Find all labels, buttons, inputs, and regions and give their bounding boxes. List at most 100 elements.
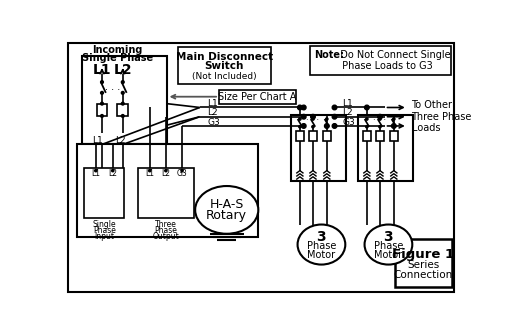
Circle shape: [164, 169, 167, 172]
Circle shape: [100, 81, 103, 83]
Circle shape: [392, 125, 394, 128]
Text: Output: Output: [152, 232, 179, 241]
FancyBboxPatch shape: [117, 104, 128, 116]
Circle shape: [331, 115, 336, 119]
Text: Motor: Motor: [374, 250, 402, 260]
Circle shape: [310, 115, 315, 119]
Circle shape: [100, 91, 103, 94]
Text: Note:: Note:: [313, 50, 343, 60]
Circle shape: [331, 124, 336, 128]
FancyBboxPatch shape: [309, 46, 450, 75]
Circle shape: [324, 124, 328, 128]
Circle shape: [378, 118, 380, 120]
Text: Do Not Connect Single: Do Not Connect Single: [333, 50, 449, 60]
Text: H-A-S: H-A-S: [209, 198, 243, 211]
Text: Phase Loads to G3: Phase Loads to G3: [313, 61, 432, 71]
Text: Three: Three: [155, 220, 177, 229]
FancyBboxPatch shape: [68, 43, 453, 292]
Text: Single Phase: Single Phase: [81, 53, 153, 63]
FancyBboxPatch shape: [218, 90, 295, 104]
Text: Main Disconnect: Main Disconnect: [176, 52, 272, 62]
Text: Incoming: Incoming: [92, 45, 143, 55]
Circle shape: [365, 118, 367, 120]
Circle shape: [311, 125, 314, 128]
FancyBboxPatch shape: [290, 115, 346, 181]
Circle shape: [391, 124, 395, 128]
Circle shape: [111, 169, 114, 172]
Circle shape: [121, 91, 124, 94]
Text: L1: L1: [207, 99, 218, 108]
Text: Single: Single: [92, 220, 116, 229]
Circle shape: [301, 105, 305, 110]
Circle shape: [121, 115, 124, 117]
Text: G3: G3: [176, 169, 187, 178]
Circle shape: [331, 105, 336, 110]
FancyBboxPatch shape: [362, 131, 370, 141]
Text: L1: L1: [145, 169, 154, 178]
FancyBboxPatch shape: [138, 167, 193, 217]
Text: L1: L1: [93, 63, 111, 77]
Ellipse shape: [364, 224, 411, 264]
Text: Phase: Phase: [154, 226, 177, 235]
Text: L1: L1: [91, 169, 100, 178]
Text: L2: L2: [108, 169, 117, 178]
Ellipse shape: [297, 224, 345, 264]
Circle shape: [148, 169, 151, 172]
Text: L2: L2: [161, 169, 170, 178]
Text: 3: 3: [316, 230, 326, 244]
Text: Rotary: Rotary: [206, 209, 247, 222]
Circle shape: [298, 125, 300, 128]
Circle shape: [100, 102, 103, 105]
FancyBboxPatch shape: [357, 115, 412, 181]
Circle shape: [301, 115, 305, 119]
Circle shape: [95, 169, 97, 172]
FancyBboxPatch shape: [394, 239, 450, 287]
FancyBboxPatch shape: [308, 131, 316, 141]
Text: Switch: Switch: [204, 61, 244, 71]
Ellipse shape: [195, 186, 258, 234]
Text: . . .: . . .: [105, 82, 120, 92]
Circle shape: [311, 118, 314, 120]
Text: Phase: Phase: [373, 241, 402, 251]
Circle shape: [297, 105, 302, 110]
Text: . . .: . . .: [306, 113, 319, 122]
Circle shape: [121, 81, 124, 83]
Circle shape: [100, 115, 103, 117]
FancyBboxPatch shape: [295, 131, 303, 141]
Text: To Other
Three Phase
Loads: To Other Three Phase Loads: [411, 100, 471, 133]
FancyBboxPatch shape: [375, 131, 383, 141]
Circle shape: [378, 125, 380, 128]
Text: . . .: . . .: [373, 113, 386, 122]
Text: (Not Included): (Not Included): [192, 72, 256, 81]
Text: Phase: Phase: [93, 226, 116, 235]
Text: G3: G3: [342, 118, 354, 127]
Circle shape: [121, 102, 124, 105]
FancyBboxPatch shape: [82, 56, 166, 144]
Circle shape: [392, 118, 394, 120]
Text: L2: L2: [207, 108, 218, 118]
FancyBboxPatch shape: [322, 131, 330, 141]
Text: Figure 1: Figure 1: [391, 248, 453, 261]
FancyBboxPatch shape: [389, 131, 397, 141]
Text: Phase: Phase: [306, 241, 335, 251]
FancyBboxPatch shape: [76, 144, 257, 237]
Text: L2: L2: [342, 108, 352, 118]
Text: Series: Series: [406, 260, 438, 270]
Text: Connection: Connection: [392, 269, 452, 280]
Text: L2: L2: [113, 63, 132, 77]
Text: Input: Input: [94, 232, 114, 241]
Circle shape: [298, 118, 300, 120]
Circle shape: [325, 125, 327, 128]
Circle shape: [301, 124, 305, 128]
Circle shape: [181, 169, 183, 172]
FancyBboxPatch shape: [178, 47, 270, 84]
Text: L1: L1: [92, 136, 102, 145]
FancyBboxPatch shape: [84, 167, 124, 217]
Text: Motor: Motor: [307, 250, 335, 260]
Circle shape: [377, 115, 382, 119]
Text: G3: G3: [207, 118, 220, 127]
Text: L2: L2: [115, 136, 126, 145]
Circle shape: [365, 125, 367, 128]
Text: Size Per Chart A: Size Per Chart A: [218, 92, 296, 102]
Text: L1: L1: [342, 99, 352, 108]
